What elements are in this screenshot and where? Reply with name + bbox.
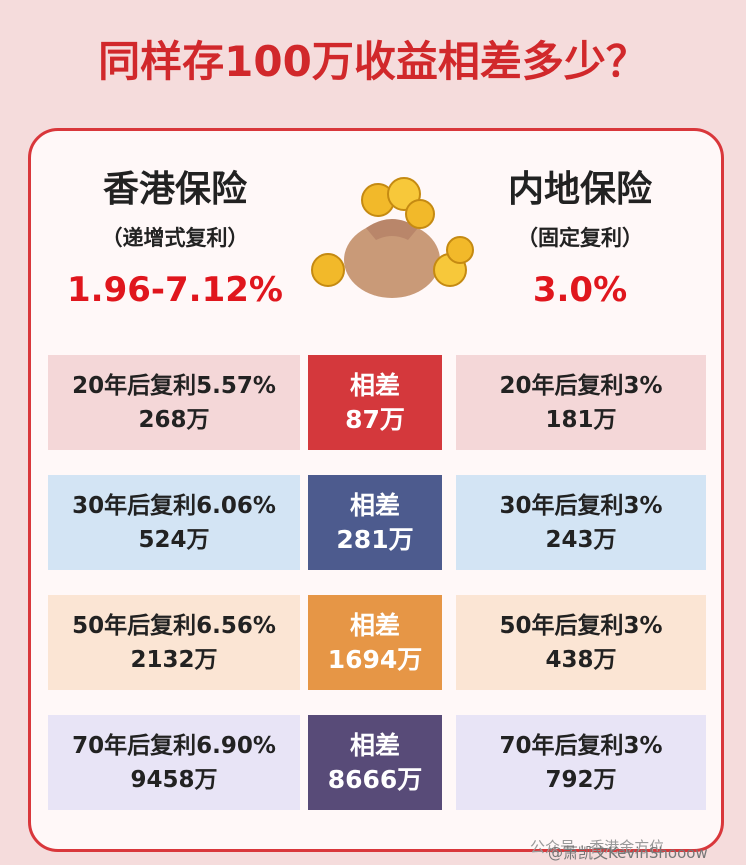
money-bag (311, 177, 474, 298)
right-amount: 181万 (545, 406, 617, 433)
credit: @萧凯文KevinShooow (548, 844, 708, 862)
left-rate: 30年后复利6.06% (72, 492, 276, 519)
right-rate: 50年后复利3% (499, 612, 663, 639)
right-rate: 30年后复利3% (499, 492, 663, 519)
title: 同样存100万收益相差多少？ (98, 37, 648, 86)
diff-amount: 87万 (345, 404, 405, 434)
left-cell: 70年后复利6.90% 9458万 (48, 715, 300, 810)
diff-cell: 相差 1694万 (308, 595, 442, 690)
left-subheading: （递增式复利） (101, 226, 249, 250)
diff-label: 相差 (349, 610, 400, 640)
left-rate: 20年后复利5.57% (72, 372, 276, 399)
diff-label: 相差 (349, 730, 400, 760)
left-heading: 香港保险 (102, 169, 247, 210)
diff-amount: 281万 (336, 524, 414, 554)
left-cell: 20年后复利5.57% 268万 (48, 355, 300, 450)
right-amount: 792万 (545, 766, 617, 793)
left-cell: 30年后复利6.06% 524万 (48, 475, 300, 570)
right-amount: 438万 (545, 646, 617, 673)
left-amount: 524万 (138, 526, 210, 553)
right-heading: 内地保险 (507, 169, 652, 210)
diff-amount: 8666万 (327, 764, 423, 794)
left-amount: 2132万 (130, 646, 218, 673)
left-amount: 268万 (138, 406, 210, 433)
left-cell: 50年后复利6.56% 2132万 (48, 595, 300, 690)
right-cell: 20年后复利3% 181万 (456, 355, 706, 450)
diff-label: 相差 (349, 490, 400, 520)
diff-amount: 1694万 (327, 644, 423, 674)
diff-cell: 相差 87万 (308, 355, 442, 450)
left-rate: 70年后复利6.90% (72, 732, 276, 759)
right-rate: 70年后复利3% (499, 732, 663, 759)
watermark: 公众号 · 香港金方位 (530, 838, 665, 856)
left-rate: 1.96-7.12% (67, 270, 283, 310)
left-rate: 50年后复利6.56% (72, 612, 276, 639)
diff-label: 相差 (349, 370, 400, 400)
right-cell: 50年后复利3% 438万 (456, 595, 706, 690)
right-rate: 3.0% (532, 270, 628, 310)
diff-cell: 相差 281万 (308, 475, 442, 570)
diff-cell: 相差 8666万 (308, 715, 442, 810)
right-subheading: （固定复利） (517, 226, 643, 250)
right-amount: 243万 (545, 526, 617, 553)
left-amount: 9458万 (130, 766, 218, 793)
right-rate: 20年后复利3% (499, 372, 663, 399)
right-cell: 30年后复利3% 243万 (456, 475, 706, 570)
right-cell: 70年后复利3% 792万 (456, 715, 706, 810)
